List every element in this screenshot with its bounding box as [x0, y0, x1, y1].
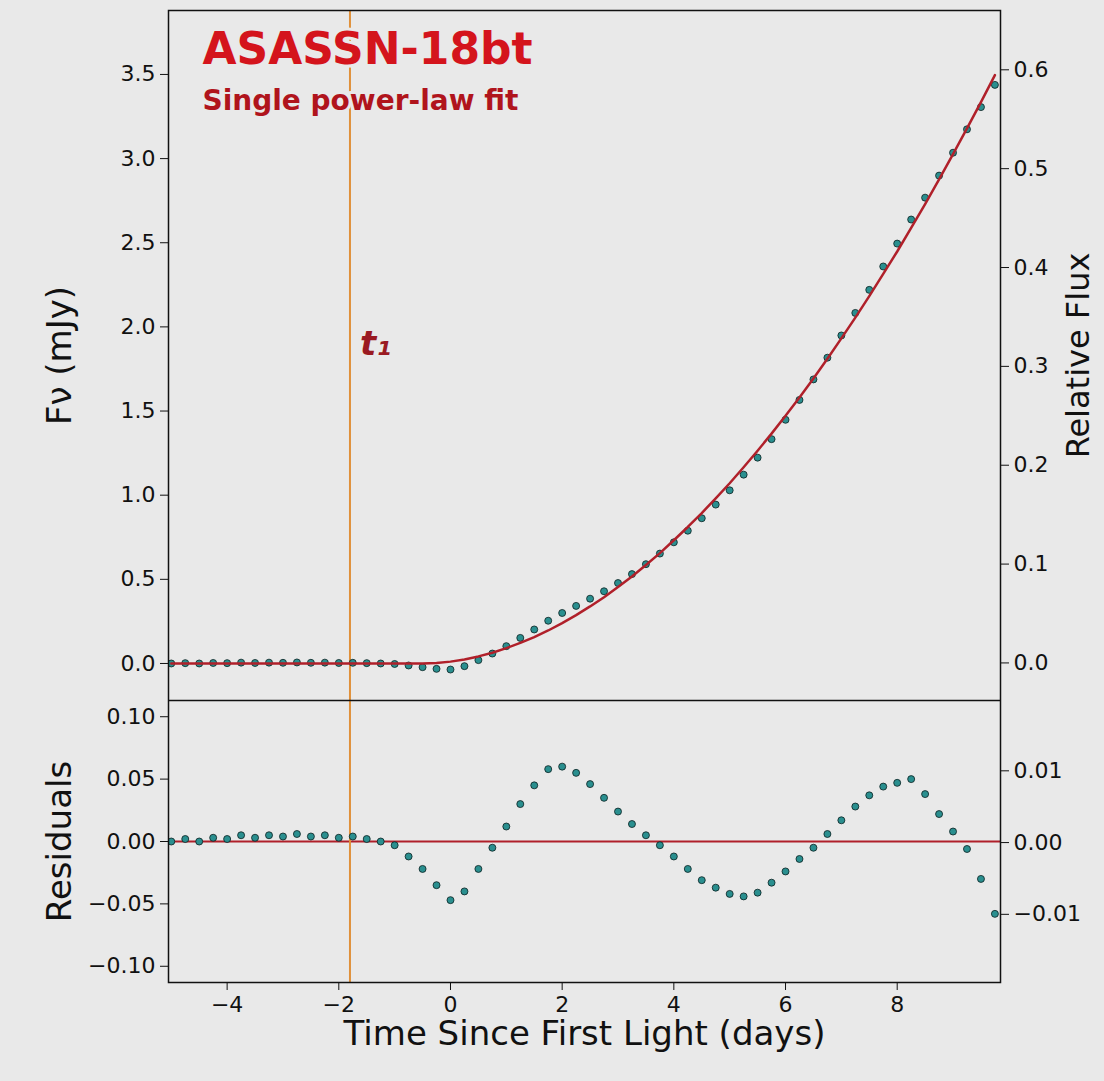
svg-text:2.0: 2.0: [121, 314, 156, 339]
svg-text:−4: −4: [211, 992, 243, 1017]
svg-text:0.0: 0.0: [1014, 650, 1049, 675]
svg-text:−0.10: −0.10: [88, 953, 155, 978]
svg-text:1.0: 1.0: [121, 482, 156, 507]
svg-text:0.00: 0.00: [1014, 830, 1063, 855]
svg-text:Fν (mJy): Fν (mJy): [39, 286, 79, 425]
svg-text:0: 0: [443, 992, 458, 1018]
svg-text:0.5: 0.5: [121, 566, 156, 591]
svg-text:−0.05: −0.05: [88, 891, 155, 916]
svg-text:2: 2: [555, 992, 570, 1018]
svg-text:0.4: 0.4: [1014, 255, 1049, 280]
svg-text:2.5: 2.5: [121, 230, 156, 255]
svg-text:Time Since First Light (days): Time Since First Light (days): [343, 1013, 826, 1053]
svg-text:0.0: 0.0: [121, 651, 156, 676]
svg-text:0.3: 0.3: [1014, 353, 1049, 378]
svg-text:Single power-law fit: Single power-law fit: [203, 84, 519, 117]
svg-text:0.00: 0.00: [107, 829, 156, 854]
svg-text:−2: −2: [322, 992, 355, 1018]
svg-text:0.05: 0.05: [107, 766, 156, 791]
svg-text:6: 6: [778, 992, 793, 1018]
svg-text:0.2: 0.2: [1014, 452, 1049, 477]
svg-text:Residuals: Residuals: [39, 761, 79, 922]
svg-text:Relative Flux: Relative Flux: [1059, 253, 1097, 459]
svg-text:0.10: 0.10: [107, 704, 156, 729]
svg-text:t₁: t₁: [360, 323, 391, 363]
svg-text:0.1: 0.1: [1014, 551, 1049, 576]
svg-text:ASASSN-18bt: ASASSN-18bt: [203, 23, 533, 74]
svg-text:−0.01: −0.01: [1014, 901, 1081, 926]
svg-text:0.5: 0.5: [1014, 156, 1049, 181]
svg-text:8: 8: [890, 992, 904, 1017]
svg-text:4: 4: [666, 992, 681, 1018]
svg-text:1.5: 1.5: [121, 398, 156, 423]
svg-text:3.5: 3.5: [121, 61, 156, 86]
svg-text:3.0: 3.0: [121, 146, 156, 171]
svg-text:0.6: 0.6: [1014, 57, 1049, 82]
svg-text:0.01: 0.01: [1014, 758, 1063, 783]
